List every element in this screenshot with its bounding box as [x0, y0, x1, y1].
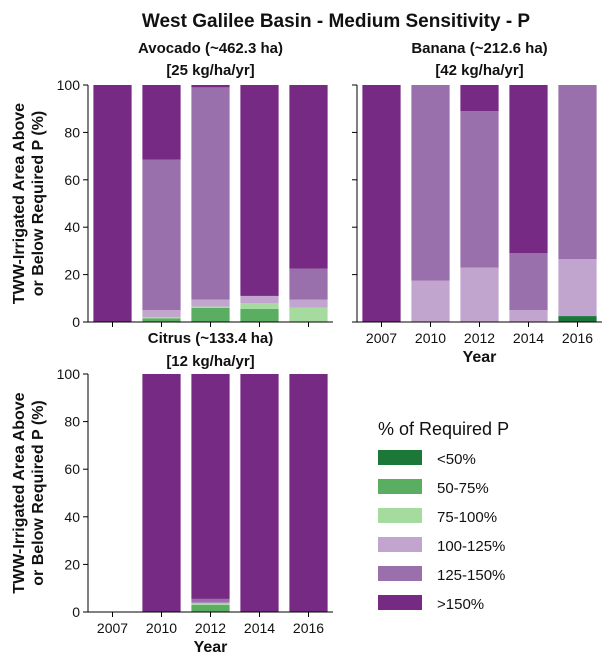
y-tick-label: 0	[72, 604, 80, 620]
x-tick-label: 2007	[97, 620, 128, 636]
legend-swatch-0	[378, 450, 422, 465]
bar-segment-2014-2	[240, 303, 279, 309]
bar-segment-2010-4	[142, 159, 181, 311]
bar-segment-2012-2	[191, 603, 230, 605]
bar-segment-2016-3	[289, 299, 328, 308]
bar-segment-2012-3	[191, 299, 230, 307]
chart-title: Citrus (~133.4 ha)	[148, 330, 273, 347]
y-tick-label: 80	[64, 414, 80, 430]
x-axis-label: Year	[194, 639, 228, 656]
bar-segment-2012-5	[460, 85, 499, 112]
x-tick-label: 2010	[415, 330, 446, 346]
bar-segment-2012-2	[191, 306, 230, 308]
bar-segment-2010-3	[142, 310, 181, 318]
y-tick-label: 100	[57, 77, 81, 93]
bar-segment-2012-1	[191, 307, 230, 322]
y-tick-label: 80	[64, 124, 80, 140]
bar-segment-2007-5	[93, 85, 132, 322]
bar-segment-2014-3	[509, 310, 548, 322]
bar-segment-2016-5	[289, 85, 328, 269]
bar-segment-2016-3	[558, 259, 597, 317]
chart-title: Banana (~212.6 ha)	[411, 40, 547, 57]
y-tick-label: 60	[64, 461, 80, 477]
bar-segment-2016-0	[558, 316, 597, 322]
bar-segment-2012-1	[191, 604, 230, 612]
y-axis-label-line-1: TWW-Irrigated Area Above	[11, 103, 28, 304]
legend-swatch-2	[378, 508, 422, 523]
bar-segment-2014-5	[509, 85, 548, 254]
bar-segment-2012-5	[191, 374, 230, 599]
x-tick-label: 2014	[244, 620, 275, 636]
chart-subtitle: [12 kg/ha/yr]	[166, 353, 254, 370]
y-axis-label-line-2: or Below Required P (%)	[30, 111, 47, 297]
bar-segment-2016-4	[289, 268, 328, 300]
x-tick-label: 2016	[562, 330, 593, 346]
y-tick-label: 100	[57, 366, 81, 382]
legend-label-1: 50-75%	[437, 480, 489, 497]
bar-segment-2010-5	[142, 85, 181, 160]
x-tick-label: 2012	[464, 330, 495, 346]
figure-title: West Galilee Basin - Medium Sensitivity …	[142, 11, 531, 32]
bar-segment-2014-5	[240, 374, 279, 612]
bar-segment-2010-4	[411, 85, 450, 281]
legend-label-0: <50%	[437, 451, 476, 468]
chart-subtitle: [42 kg/ha/yr]	[435, 62, 523, 79]
bar-segment-2016-2	[289, 307, 328, 322]
panel-banana: Banana (~212.6 ha) [42 kg/ha/yr] 2007 2010 2…	[352, 40, 602, 366]
y-tick-label: 20	[64, 267, 80, 283]
bar-segment-2014-1	[240, 308, 279, 322]
x-tick-label: 2012	[195, 620, 226, 636]
bar-segment-2012-3	[460, 267, 499, 322]
bar-segment-2012-4	[191, 598, 230, 603]
x-tick-label: 2016	[293, 620, 324, 636]
x-tick-label: 2007	[366, 330, 397, 346]
legend-title: % of Required P	[378, 419, 509, 439]
bar-segment-2014-4	[509, 253, 548, 311]
legend-swatch-5	[378, 595, 422, 610]
chart-subtitle: [25 kg/ha/yr]	[166, 62, 254, 79]
legend-label-2: 75-100%	[437, 509, 497, 526]
y-axis-label: TWW-Irrigated Area Above or Below Require…	[11, 392, 47, 593]
bar-segment-2012-4	[460, 111, 499, 268]
bar-segment-2010-1	[142, 318, 181, 322]
x-tick-label: 2014	[513, 330, 544, 346]
y-tick-label: 40	[64, 219, 80, 235]
bar-segment-2012-5	[191, 85, 230, 88]
legend: % of Required P <50% 50-75% 75-100% 100-125…	[378, 419, 509, 613]
bar-segment-2016-5	[289, 374, 328, 612]
y-axis-label-line-2: or Below Required P (%)	[30, 400, 47, 586]
chart-title: Avocado (~462.3 ha)	[138, 40, 283, 57]
bar-segment-2016-4	[558, 85, 597, 260]
bar-segment-2010-2	[142, 317, 181, 319]
y-tick-label: 40	[64, 509, 80, 525]
legend-swatch-3	[378, 537, 422, 552]
y-axis-label: TWW-Irrigated Area Above or Below Require…	[11, 103, 47, 304]
bar-segment-2014-3	[240, 295, 279, 304]
y-tick-label: 0	[72, 314, 80, 330]
legend-label-3: 100-125%	[437, 538, 505, 555]
legend-swatch-4	[378, 566, 422, 581]
bar-segment-2012-3	[191, 602, 230, 604]
y-tick-label: 20	[64, 556, 80, 572]
bar-segment-2010-3	[411, 280, 450, 322]
x-axis-label: Year	[463, 349, 497, 366]
y-axis-label-line-1: TWW-Irrigated Area Above	[11, 392, 28, 593]
panel-citrus: Citrus (~133.4 ha) [12 kg/ha/yr] 0 20 40 60 80…	[11, 330, 333, 656]
legend-label-4: 125-150%	[437, 567, 505, 584]
legend-label-5: >150%	[437, 596, 484, 613]
y-tick-label: 60	[64, 172, 80, 188]
x-tick-label: 2010	[146, 620, 177, 636]
bar-segment-2014-5	[240, 85, 279, 296]
legend-swatch-1	[378, 479, 422, 494]
panel-avocado: Avocado (~462.3 ha) [25 kg/ha/yr] 0 20 40 60 8…	[11, 40, 333, 330]
bar-segment-2007-5	[362, 85, 401, 322]
bar-segment-2012-4	[191, 87, 230, 300]
bar-segment-2010-5	[142, 374, 181, 612]
